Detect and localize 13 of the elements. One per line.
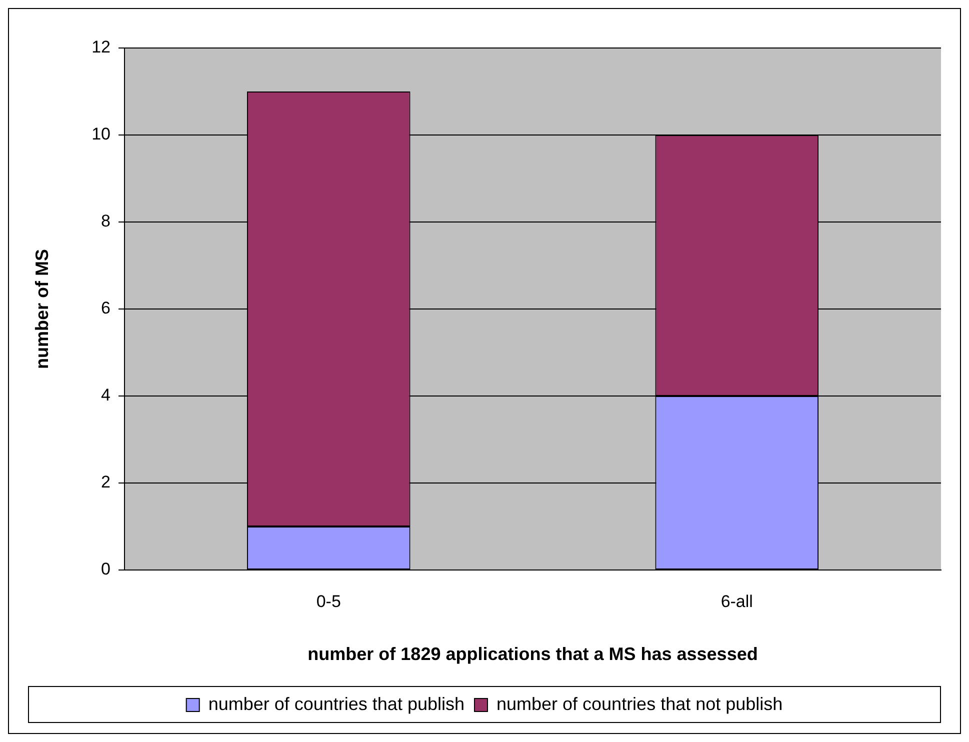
y-tick-label: 12 xyxy=(92,38,111,57)
x-tick-label: 0-5 xyxy=(316,592,341,611)
x-tick-label: 6-all xyxy=(720,592,753,611)
y-tick-label: 0 xyxy=(101,560,111,579)
y-tick-label: 8 xyxy=(101,212,111,231)
legend-label: number of countries that not publish xyxy=(496,694,783,714)
x-axis-title: number of 1829 applications that a MS has assessed xyxy=(308,644,758,664)
y-tick-label: 10 xyxy=(92,124,111,144)
y-axis-title: number of MS xyxy=(32,249,52,369)
y-tick-label: 2 xyxy=(101,472,111,492)
y-tick-label: 6 xyxy=(101,298,111,318)
y-tick-label: 4 xyxy=(101,386,111,405)
legend-label: number of countries that publish xyxy=(208,694,464,714)
